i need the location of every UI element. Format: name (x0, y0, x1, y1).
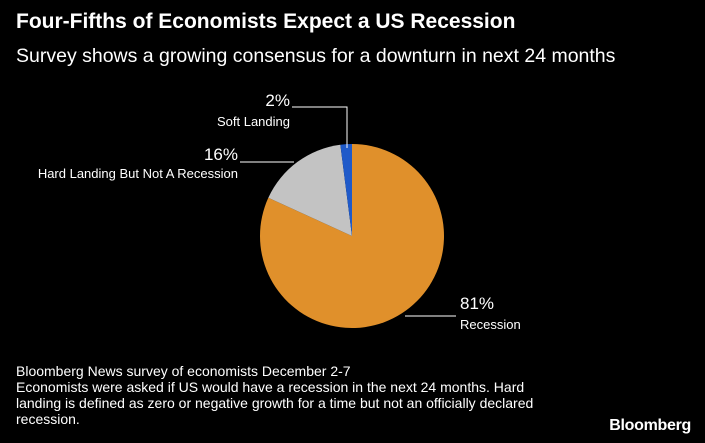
definition-note: Economists were asked if US would have a… (16, 379, 534, 427)
pie-slice-hard-landing-but-not-a-recession (268, 144, 352, 236)
chart-notes: Bloomberg News survey of economists Dece… (16, 363, 556, 427)
leader-line-soft-landing (292, 106, 348, 148)
bloomberg-logo: Bloomberg (609, 417, 691, 434)
chart-subtitle: Survey shows a growing consensus for a d… (16, 45, 616, 67)
percent-label-soft-landing: 2% (265, 91, 290, 110)
slice-label-hard-landing-but-not-a-recession: Hard Landing But Not A Recession (38, 166, 238, 181)
percent-label-hard-landing-but-not-a-recession: 16% (204, 145, 238, 164)
chart-title: Four-Fifths of Economists Expect a US Re… (16, 10, 516, 33)
percent-label-recession: 81% (460, 294, 494, 313)
source-note: Bloomberg News survey of economists Dece… (16, 363, 351, 379)
pie-slice-soft-landing (340, 144, 352, 236)
slice-label-recession: Recession (460, 317, 521, 332)
slice-label-soft-landing: Soft Landing (217, 114, 290, 129)
